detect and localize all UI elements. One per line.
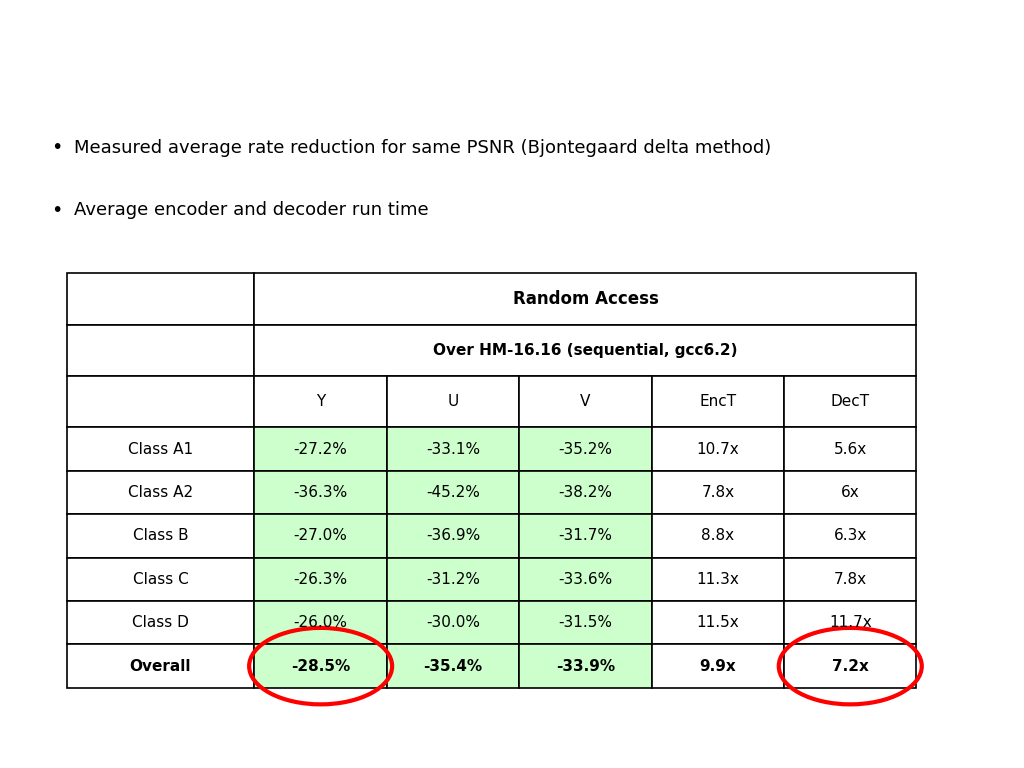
Bar <box>254 471 387 514</box>
Bar <box>67 514 254 558</box>
Bar <box>519 514 651 558</box>
Text: 11.7x: 11.7x <box>828 615 871 631</box>
Text: -45.2%: -45.2% <box>426 485 480 500</box>
Text: -36.9%: -36.9% <box>426 528 480 544</box>
Text: -26.0%: -26.0% <box>294 615 347 631</box>
Text: 7.8x: 7.8x <box>834 572 867 587</box>
Text: JEM Results compared to HEVC (HM): JEM Results compared to HEVC (HM) <box>200 22 824 51</box>
Bar <box>651 376 784 427</box>
Text: Class A1: Class A1 <box>128 442 194 456</box>
Bar <box>254 558 387 601</box>
Bar <box>784 601 916 644</box>
Bar <box>519 601 651 644</box>
Bar <box>67 471 254 514</box>
Bar <box>651 558 784 601</box>
Bar <box>387 376 519 427</box>
Text: 6.3x: 6.3x <box>834 528 867 544</box>
Bar <box>254 644 387 688</box>
Text: -36.3%: -36.3% <box>294 485 348 500</box>
Bar <box>254 376 387 427</box>
Text: EncT: EncT <box>699 394 736 409</box>
Text: Class A2: Class A2 <box>128 485 194 500</box>
Bar <box>784 427 916 471</box>
Bar <box>784 514 916 558</box>
Bar <box>651 644 784 688</box>
Bar <box>651 427 784 471</box>
Text: -38.2%: -38.2% <box>558 485 612 500</box>
Text: 6x: 6x <box>841 485 860 500</box>
Text: Measured average rate reduction for same PSNR (Bjontegaard delta method): Measured average rate reduction for same… <box>74 138 771 157</box>
Text: 11.5x: 11.5x <box>696 615 739 631</box>
Text: -30.0%: -30.0% <box>426 615 480 631</box>
Text: 10.7x: 10.7x <box>696 442 739 456</box>
Bar <box>387 471 519 514</box>
Text: -26.3%: -26.3% <box>294 572 348 587</box>
Text: Prof. Dr-Ing- Jörn Ostermann: Prof. Dr-Ing- Jörn Ostermann <box>118 716 293 729</box>
Text: 7.8x: 7.8x <box>701 485 734 500</box>
Bar <box>651 514 784 558</box>
Text: 7.2x: 7.2x <box>831 659 868 674</box>
Bar <box>784 471 916 514</box>
Bar <box>387 558 519 601</box>
Text: -27.0%: -27.0% <box>294 528 347 544</box>
Bar <box>784 558 916 601</box>
Bar <box>519 427 651 471</box>
Text: -31.5%: -31.5% <box>558 615 612 631</box>
Text: -31.7%: -31.7% <box>558 528 612 544</box>
Text: ostermann@tnt.uni-hannover.de: ostermann@tnt.uni-hannover.de <box>118 740 321 753</box>
Bar <box>519 471 651 514</box>
Text: -33.6%: -33.6% <box>558 572 612 587</box>
Text: tnt: tnt <box>5 720 60 749</box>
Text: Class C: Class C <box>133 572 188 587</box>
Text: Class D: Class D <box>132 615 189 631</box>
Text: 8.8x: 8.8x <box>701 528 734 544</box>
Bar <box>387 644 519 688</box>
Bar <box>67 558 254 601</box>
Text: Over HM-16.16 (sequential, gcc6.2): Over HM-16.16 (sequential, gcc6.2) <box>433 343 737 358</box>
Text: -33.1%: -33.1% <box>426 442 480 456</box>
Text: Overall: Overall <box>130 659 191 674</box>
Text: -35.2%: -35.2% <box>558 442 612 456</box>
Bar <box>519 644 651 688</box>
Bar <box>67 644 254 688</box>
Text: DecT: DecT <box>830 394 869 409</box>
Bar <box>67 601 254 644</box>
Bar <box>254 427 387 471</box>
Text: 5.6x: 5.6x <box>834 442 867 456</box>
Text: •: • <box>50 201 62 220</box>
Bar <box>67 376 254 427</box>
Text: V: V <box>581 394 591 409</box>
Text: Y: Y <box>316 394 326 409</box>
Bar <box>67 427 254 471</box>
Bar <box>67 325 254 376</box>
Bar <box>784 376 916 427</box>
Bar <box>387 601 519 644</box>
Bar <box>651 471 784 514</box>
Text: U: U <box>447 394 459 409</box>
Text: 11.3x: 11.3x <box>696 572 739 587</box>
Bar <box>254 325 916 376</box>
Text: 9.9x: 9.9x <box>699 659 736 674</box>
Text: -33.9%: -33.9% <box>556 659 615 674</box>
Bar <box>784 644 916 688</box>
Text: Class B: Class B <box>133 528 188 544</box>
Text: •: • <box>50 138 62 157</box>
Text: Source:  Prof. Dr-Ing. Jens Ohm   10: Source: Prof. Dr-Ing. Jens Ohm 10 <box>788 728 1009 740</box>
Bar <box>254 514 387 558</box>
Bar <box>67 273 254 325</box>
Text: -35.4%: -35.4% <box>424 659 482 674</box>
Bar <box>387 514 519 558</box>
Text: -31.2%: -31.2% <box>426 572 480 587</box>
Text: Random Access: Random Access <box>513 290 658 308</box>
Bar <box>254 273 916 325</box>
Text: -27.2%: -27.2% <box>294 442 347 456</box>
Bar <box>519 376 651 427</box>
Bar <box>254 601 387 644</box>
Text: -28.5%: -28.5% <box>291 659 350 674</box>
Bar <box>651 601 784 644</box>
Bar <box>519 558 651 601</box>
Text: Average encoder and decoder run time: Average encoder and decoder run time <box>74 201 428 220</box>
Bar <box>387 427 519 471</box>
